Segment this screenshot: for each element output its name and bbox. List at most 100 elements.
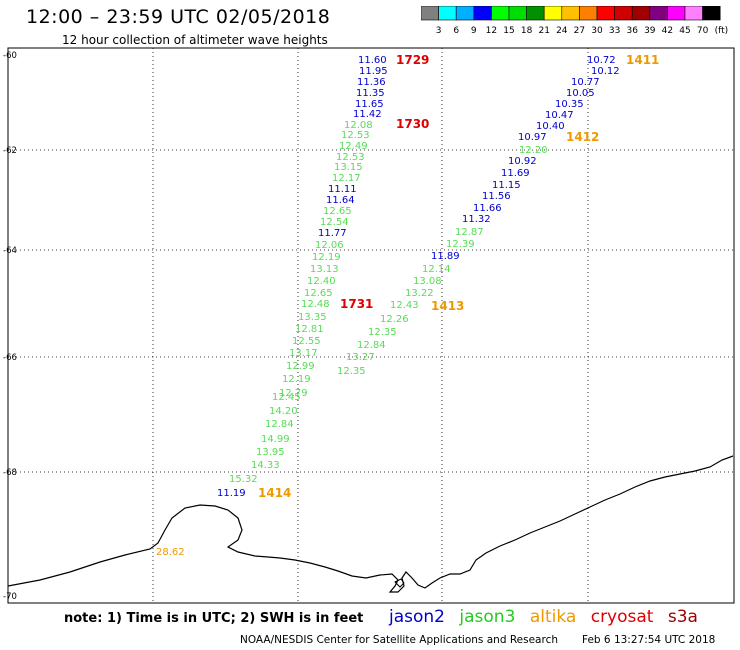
scale-unit: (ft) xyxy=(715,26,729,36)
generated-timestamp: Feb 6 13:27:54 UTC 2018 xyxy=(582,634,716,646)
map-subtitle: 12 hour collection of altimeter wave hei… xyxy=(62,33,328,47)
scale-tick-label: 18 xyxy=(521,26,533,36)
wave-height-value: 12.26 xyxy=(380,314,409,325)
wave-height-value: 12.53 xyxy=(336,152,365,163)
wave-height-value: 12.84 xyxy=(265,419,294,430)
wave-height-value: 13.08 xyxy=(413,276,442,287)
island-outline xyxy=(394,578,405,588)
wave-height-value: 28.62 xyxy=(156,547,185,558)
graticule xyxy=(8,48,734,603)
wave-height-value: 12.14 xyxy=(422,264,451,275)
wave-height-value: 12.84 xyxy=(357,340,386,351)
units-note: note: 1) Time is in UTC; 2) SWH is in fe… xyxy=(64,611,364,626)
scale-tick-label: 33 xyxy=(609,26,620,36)
wave-height-value: 13.15 xyxy=(334,162,363,173)
wave-height-value: 11.95 xyxy=(359,66,388,77)
wave-height-value: 12.35 xyxy=(337,366,366,377)
map-frame xyxy=(7,47,735,604)
wave-height-value: 10.92 xyxy=(508,156,537,167)
scale-swatch xyxy=(702,6,721,21)
scale-tick-label: 9 xyxy=(471,26,477,36)
scale-tick-label: 24 xyxy=(556,26,568,36)
wave-height-value: 11.77 xyxy=(318,228,347,239)
scale-tick-label: 3 xyxy=(436,26,442,36)
wave-height-value: 13.17 xyxy=(289,348,318,359)
scale-tick-label: 21 xyxy=(538,26,549,36)
wave-height-value: 10.12 xyxy=(591,66,620,77)
wave-height-value: 11.42 xyxy=(353,109,382,120)
wave-height-value: 11.15 xyxy=(492,180,521,191)
map-title: 12:00 – 23:59 UTC 02/05/2018 xyxy=(26,6,331,28)
wave-height-value: 12.55 xyxy=(292,336,321,347)
legend-altika: altika xyxy=(529,607,577,627)
scale-tick-label: 39 xyxy=(644,26,656,36)
wave-height-value: 10.47 xyxy=(545,110,574,121)
wave-height-value: 12.54 xyxy=(320,217,349,228)
wave-height-value: 11.36 xyxy=(357,77,386,88)
scale-tick-label: 6 xyxy=(453,26,459,36)
scale-tick-label: 12 xyxy=(486,26,497,36)
wave-height-value: 11.60 xyxy=(358,55,387,66)
pass-time-labels: 1729 1730 1731 1414 1411 1412 1413 xyxy=(258,53,659,500)
wave-height-value: 11.66 xyxy=(473,203,502,214)
wave-height-value: 11.35 xyxy=(356,88,385,99)
latitude-label: -62 xyxy=(3,146,17,156)
wave-height-value: 13.95 xyxy=(256,447,285,458)
wave-height-value: 12.65 xyxy=(304,288,333,299)
scale-tick-label: 36 xyxy=(626,26,638,36)
legend-cryosat: cryosat xyxy=(590,607,654,627)
wave-height-value: 12.35 xyxy=(368,327,397,338)
wave-height-value: 11.65 xyxy=(355,99,384,110)
latitude-label: -66 xyxy=(3,353,17,363)
pass-time-label: 1414 xyxy=(258,486,291,500)
wave-height-value: 12.06 xyxy=(315,240,344,251)
wave-height-value: 12.08 xyxy=(344,120,373,131)
latitude-label: -68 xyxy=(3,468,17,478)
wave-height-value: 12.39 xyxy=(446,239,475,250)
wave-height-value: 13.22 xyxy=(405,288,434,299)
wave-height-value: 11.56 xyxy=(482,191,511,202)
wave-height-value: 10.05 xyxy=(566,88,595,99)
scale-tick-label: 15 xyxy=(503,26,514,36)
wave-height-value: 12.20 xyxy=(519,145,548,156)
wave-height-value: 12.65 xyxy=(323,206,352,217)
latitude-label: -60 xyxy=(3,51,17,61)
wave-height-value: 10.35 xyxy=(555,99,584,110)
pass-time-label: 1731 xyxy=(340,297,373,311)
wave-height-value: 14.99 xyxy=(261,434,290,445)
wave-height-value: 12.49 xyxy=(339,141,368,152)
antarctic-coastline xyxy=(7,455,734,593)
scale-tick-label: 70 xyxy=(697,26,709,36)
scale-tick-label: 30 xyxy=(591,26,603,36)
wave-height-value: 11.19 xyxy=(217,488,246,499)
latitude-label: -64 xyxy=(3,246,17,256)
wave-height-value: 11.89 xyxy=(431,251,460,262)
legend-jason3: jason3 xyxy=(459,607,516,627)
wave-height-value: 12.48 xyxy=(301,299,330,310)
wave-height-value: 12.19 xyxy=(312,252,341,263)
credit-line: NOAA/NESDIS Center for Satellite Applica… xyxy=(240,634,558,646)
wave-height-value: 14.20 xyxy=(269,406,298,417)
wave-height-value: 12.45 xyxy=(272,392,301,403)
wave-height-value: 12.53 xyxy=(341,130,370,141)
wave-height-value: 10.97 xyxy=(518,132,547,143)
pass-time-label: 1730 xyxy=(396,117,429,131)
wave-height-value: 12.19 xyxy=(282,374,311,385)
wave-height-value: 15.32 xyxy=(229,474,258,485)
scale-tick-label: 27 xyxy=(574,26,585,36)
altimeter-map: -60-62-64-66-68-70303336394245 11.6011.9… xyxy=(3,47,735,604)
wave-height-value: 13.27 xyxy=(346,352,375,363)
wave-height-value: 12.81 xyxy=(295,324,324,335)
wave-height-value: 13.35 xyxy=(298,312,327,323)
wave-height-value: 11.64 xyxy=(326,195,355,206)
satellite-tracks: 11.6011.9511.3611.3511.6511.4212.0812.53… xyxy=(156,55,620,558)
wave-height-value: 10.77 xyxy=(571,77,600,88)
wave-height-value: 13.13 xyxy=(310,264,339,275)
wave-height-value: 11.32 xyxy=(462,214,491,225)
wave-height-value: 12.87 xyxy=(455,227,484,238)
pass-time-label: 1411 xyxy=(626,53,659,67)
pass-time-label: 1729 xyxy=(396,53,429,67)
wave-height-value: 11.69 xyxy=(501,168,530,179)
wave-height-value: 12.99 xyxy=(286,361,315,372)
axis-labels: -60-62-64-66-68-70303336394245 xyxy=(3,51,17,602)
